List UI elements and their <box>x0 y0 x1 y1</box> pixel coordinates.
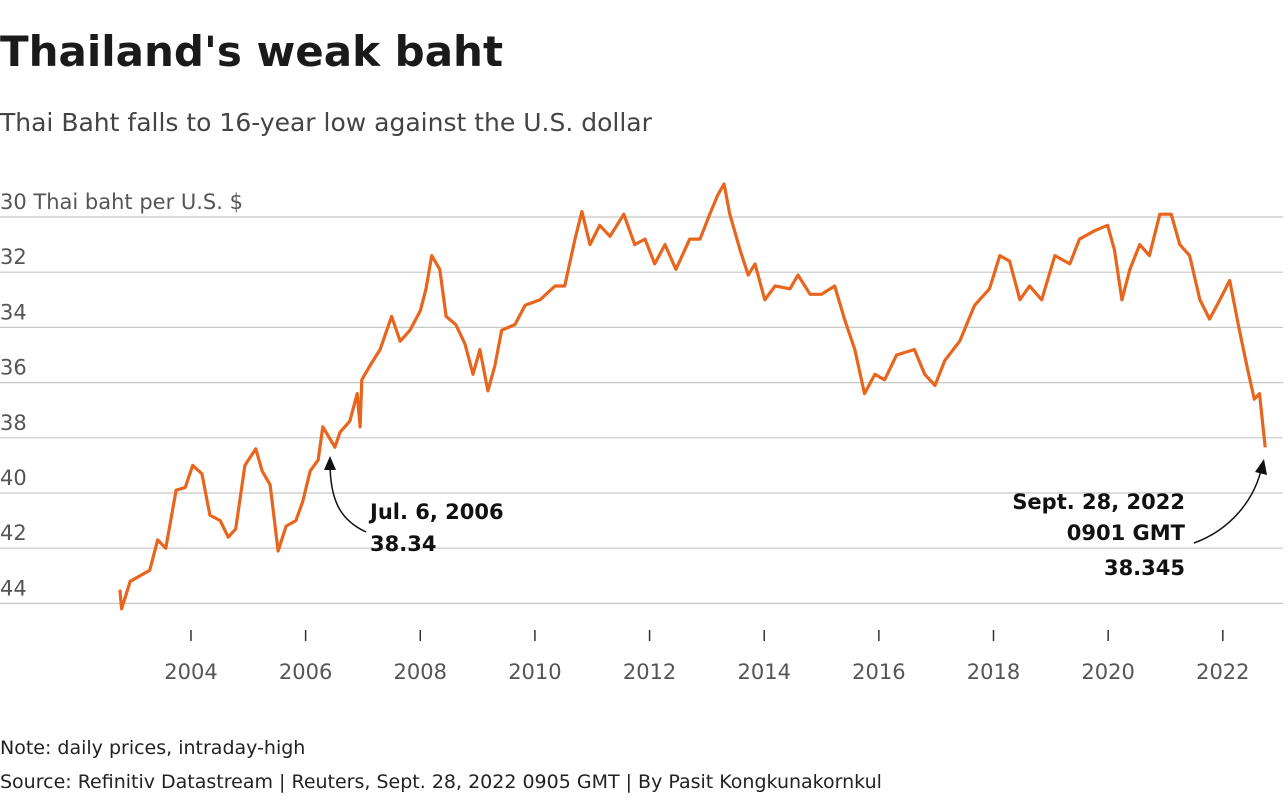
x-tick-label: 2018 <box>967 660 1020 684</box>
annotation: 38.345 <box>1104 556 1185 580</box>
annotation: 0901 GMT <box>1067 521 1186 545</box>
x-tick-label: 2006 <box>279 660 332 684</box>
x-tick-label: 2012 <box>623 660 676 684</box>
source: Source: Refinitiv Datastream | Reuters, … <box>0 771 882 793</box>
annotation-arrow <box>1193 465 1263 544</box>
chart-subtitle: Thai Baht falls to 16-year low against t… <box>0 108 653 137</box>
y-tick-label: 36 <box>0 356 27 380</box>
chart-title: Thailand's weak baht <box>0 27 503 76</box>
y-tick-label: 34 <box>0 300 27 324</box>
y-tick-label: 30 Thai baht per U.S. $ <box>0 190 243 214</box>
arrow-head <box>324 456 336 470</box>
annotation: 38.34 <box>370 532 436 556</box>
note: Note: daily prices, intraday-high <box>0 737 305 759</box>
annotation-arrow <box>329 461 367 533</box>
x-tick-label: 2020 <box>1081 660 1134 684</box>
annotation: Jul. 6, 2006 <box>368 500 504 524</box>
x-tick-label: 2022 <box>1196 660 1249 684</box>
x-tick-label: 2016 <box>852 660 905 684</box>
plot <box>118 182 1267 611</box>
series-line <box>118 182 1267 611</box>
arrow-head <box>1255 459 1267 475</box>
x-tick-label: 2014 <box>737 660 790 684</box>
y-tick-label: 40 <box>0 466 27 490</box>
annotation: Sept. 28, 2022 <box>1012 490 1185 514</box>
y-tick-label: 44 <box>0 576 27 600</box>
y-tick-label: 42 <box>0 521 27 545</box>
y-tick-label: 38 <box>0 411 27 435</box>
x-tick-label: 2004 <box>164 660 217 684</box>
y-tick-label: 32 <box>0 245 27 269</box>
x-tick-label: 2010 <box>508 660 561 684</box>
grid: 30 Thai baht per U.S. $ 32 34 36 38 40 42 44 200… <box>0 190 1283 684</box>
x-tick-label: 2008 <box>394 660 447 684</box>
